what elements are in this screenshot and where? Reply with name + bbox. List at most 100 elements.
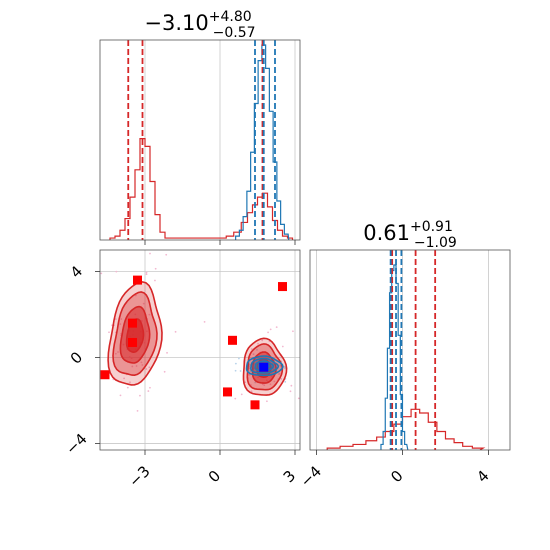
sample-dot [145,368,148,370]
sample-dot [289,390,292,393]
sample-dot [292,330,294,333]
sample-dot [136,409,139,412]
sample-dot [154,267,157,270]
sample-dot [273,380,276,383]
sample-dot [254,381,257,384]
tick-label: 0 [205,467,224,486]
sample-dot [114,318,117,321]
sample-dot [139,394,141,397]
tick-label: −3 [125,462,153,490]
sample-dot [252,353,255,356]
sample-dot [145,271,148,274]
sample-dot [250,390,253,393]
sample-dot [267,331,269,334]
red-marker [250,400,260,410]
red-histogram [109,138,294,240]
sample-dot [238,357,240,360]
sample-dot [135,365,138,367]
sample-dot [266,400,268,403]
sample-dot [149,386,151,389]
param1-title: −3.10+4.80 −0.57 [144,9,255,41]
blue-marker [259,362,269,372]
sample-dot [163,370,166,373]
sample-dot [297,397,300,400]
sample-dot [126,386,129,389]
sample-dot [131,365,134,368]
red-marker [278,282,287,292]
sample-dot [123,377,125,380]
sample-dot [147,390,150,392]
sample-dot [134,294,137,297]
tick-label: −4 [62,430,90,458]
sample-dot [145,273,148,276]
sample-dot [256,349,258,351]
sample-dot [269,328,272,331]
sample-dot [234,397,237,400]
panel-joint: −3 0 3 −4 0 4 [62,214,301,491]
sample-dot [203,320,206,323]
sample-dot [247,373,250,376]
sample-dot [148,366,151,369]
sample-dot [240,393,243,396]
sample-dot [280,378,283,380]
tick-label: 4 [473,467,492,486]
sample-dot [125,214,127,216]
sample-dot [275,326,278,329]
tick-label: 3 [280,467,299,486]
sample-dot [154,279,156,282]
sample-dot [148,313,151,316]
sample-dot [100,272,103,275]
red-histogram [326,408,486,450]
panel-frame [99,39,301,241]
sample-dot [108,331,110,334]
sample-dot [114,352,117,355]
sample-dot [234,362,237,365]
param2-title: 0.61+0.91 −1.09 [363,219,457,251]
sample-dot [263,384,266,387]
sample-dot [166,351,168,354]
sample-dot [115,270,118,273]
panel-frame [99,249,301,451]
sample-dot [140,361,143,364]
sample-dot [281,345,284,348]
sample-dot [149,252,151,255]
sample-dot [283,365,285,368]
sample-dot [244,381,247,384]
sample-dot [257,342,259,345]
sample-dot [120,318,123,320]
red-marker [228,335,237,345]
tick-label: 4 [67,262,86,281]
panel-param1-hist: −3.10+4.80 −0.57 [99,9,301,245]
blue-histogram [380,264,409,450]
sample-dot [239,370,242,372]
tick-label: 0 [387,467,406,486]
panel-param2-hist: −4 0 4 0.61+0.91 −1.09 [297,219,511,491]
sample-dot [279,364,282,367]
sample-dot [142,302,145,305]
sample-dot [248,365,251,368]
sample-dot [250,348,253,350]
panel-frame [309,249,511,451]
sample-dot [234,369,237,372]
sample-dot [261,339,264,342]
red-marker [128,337,137,347]
sample-dot [141,364,144,366]
sample-dot [269,383,272,386]
red-marker [223,387,232,397]
sample-dot [119,323,122,325]
sample-dot [129,381,131,384]
red-marker [128,318,137,328]
sample-dot [97,228,99,230]
sample-dot [278,373,280,375]
red-marker [100,370,110,380]
tick-label: −4 [297,462,325,490]
sample-dot [284,380,287,383]
sample-dot [119,394,122,397]
sample-dot [290,384,293,387]
sample-dot [165,253,168,256]
red-marker [133,275,142,285]
sample-dot [174,330,177,333]
tick-label: 0 [67,348,86,367]
sample-dot [117,351,119,353]
